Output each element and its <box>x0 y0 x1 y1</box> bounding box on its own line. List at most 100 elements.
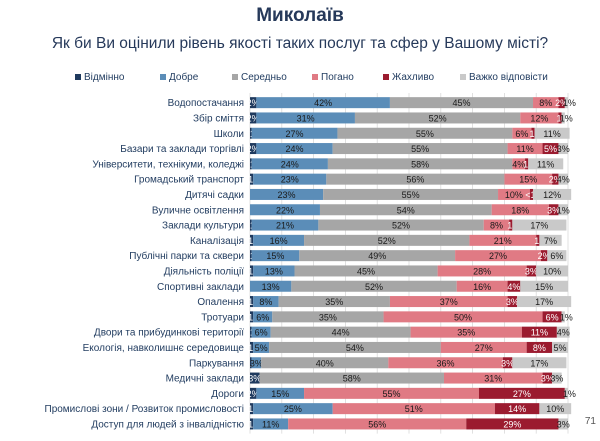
data-label: 4% <box>557 175 570 185</box>
chart-legend: Відмінно Добре Середньо Погано Жахливо Важко … <box>75 71 548 83</box>
data-label: 17% <box>530 221 548 231</box>
bar-segment <box>507 280 521 292</box>
data-label: 35% <box>319 312 337 322</box>
bar-segment <box>558 97 565 109</box>
data-label: 1% <box>563 98 576 108</box>
bar-segment <box>533 188 572 200</box>
category-label: Спортивні заклади <box>157 282 244 293</box>
bar-segment <box>556 326 570 338</box>
category-label: Університети, технікуми, коледжі <box>92 159 244 170</box>
bar-segment <box>520 112 559 124</box>
data-label: 23% <box>281 175 299 185</box>
data-label: 6% <box>550 251 563 261</box>
bar-segment <box>251 127 338 139</box>
bar-segment <box>534 127 570 139</box>
data-label: 31% <box>297 113 315 123</box>
bar-segment <box>294 265 438 277</box>
bar-segment <box>251 357 262 369</box>
bar-segment <box>250 127 252 139</box>
data-label: 3% <box>501 358 514 368</box>
data-label: 3% <box>248 374 261 384</box>
bar-segment <box>304 234 470 246</box>
data-label: 37% <box>440 297 458 307</box>
data-label: 55% <box>416 129 434 139</box>
data-label: 1% <box>557 205 570 215</box>
data-label: 55% <box>383 389 401 399</box>
data-label: 36% <box>437 358 455 368</box>
bar-segment <box>304 387 479 399</box>
bar-segment <box>512 357 567 369</box>
bar-segment <box>558 418 568 430</box>
category-label: Громадський транспорт <box>134 175 244 186</box>
category-label: Опалення <box>197 297 244 308</box>
bar-segment <box>558 143 568 155</box>
bar-segment <box>250 357 252 369</box>
bar-segment <box>525 158 529 170</box>
page-number: 71 <box>584 416 596 427</box>
data-label: 56% <box>368 419 386 429</box>
bar-segment <box>250 418 254 430</box>
bar-segment <box>437 265 527 277</box>
data-label: 3% <box>250 358 263 368</box>
bar-segment <box>323 188 499 200</box>
data-label: 8% <box>259 297 272 307</box>
category-label: Вуличне освітлення <box>152 205 244 216</box>
data-label: 56% <box>406 175 424 185</box>
data-label: 11% <box>543 129 560 139</box>
bar-segment <box>388 357 503 369</box>
data-label: 28% <box>473 266 491 276</box>
legend-swatch <box>460 74 466 80</box>
bar-segment <box>250 265 254 277</box>
data-label: 16% <box>270 236 288 246</box>
bar-segment <box>498 188 530 200</box>
bar-segment <box>383 311 543 323</box>
bar-segment <box>564 387 568 399</box>
bar-segment <box>251 158 328 170</box>
bar-segment <box>253 265 295 277</box>
bar-segment <box>389 97 534 109</box>
data-label: 15% <box>271 389 289 399</box>
bar-segment <box>269 341 441 353</box>
data-label: 17% <box>530 358 548 368</box>
bar-segment <box>250 158 252 170</box>
bar-segment <box>251 326 271 338</box>
bar-segment <box>520 280 568 292</box>
data-label: 58% <box>411 159 429 169</box>
data-label: 12% <box>543 190 561 200</box>
data-label: 12% <box>530 113 548 123</box>
bar-segment <box>526 265 537 277</box>
legend-swatch <box>383 74 389 80</box>
bar-segment <box>536 234 540 246</box>
data-label: 3% <box>525 266 538 276</box>
bar-segment <box>326 173 505 185</box>
bar-segment <box>332 403 495 415</box>
bar-segment <box>354 112 521 124</box>
data-label: 55% <box>402 190 420 200</box>
data-label: 22% <box>276 205 294 215</box>
category-label: Медичні заклади <box>166 374 244 385</box>
bar-segment <box>529 188 534 200</box>
data-label: 13% <box>262 282 280 292</box>
bar-segment <box>253 311 273 323</box>
bar-segment <box>250 97 257 109</box>
data-label: 2% <box>555 98 568 108</box>
data-label: 1% <box>563 389 576 399</box>
data-label: 51% <box>405 404 423 414</box>
bar-segment <box>466 418 559 430</box>
bar-segment <box>327 158 513 170</box>
data-label: 4% <box>512 159 525 169</box>
data-label: 6% <box>256 312 269 322</box>
bar-segment <box>250 280 292 292</box>
data-label: 21% <box>494 236 512 246</box>
data-label: 50% <box>454 312 472 322</box>
bar-segment <box>250 341 254 353</box>
bar-segment <box>250 326 252 338</box>
bar-segment <box>270 326 411 338</box>
bar-segment <box>552 372 562 384</box>
bar-segment <box>259 372 444 384</box>
data-label: 8% <box>539 98 552 108</box>
bar-segment <box>539 403 572 415</box>
bar-segment <box>552 173 559 185</box>
bar-segment <box>288 418 467 430</box>
